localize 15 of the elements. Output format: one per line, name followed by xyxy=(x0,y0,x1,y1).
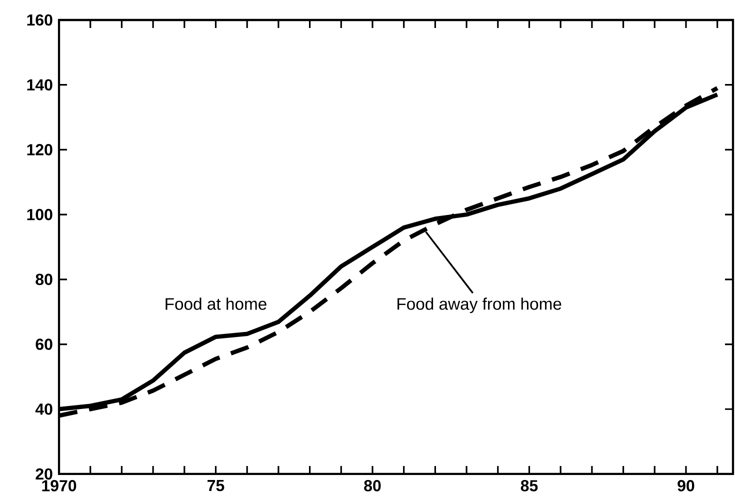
x-tick-label: 1970 xyxy=(42,480,76,492)
x-tick-label: 80 xyxy=(364,480,381,492)
y-tick-label: 160 xyxy=(27,14,52,26)
text: Food away from home xyxy=(398,298,562,314)
y-tick-label: 40 xyxy=(35,403,52,415)
y-tick-label: 100 xyxy=(27,208,52,220)
series-label: Food at home xyxy=(166,298,266,310)
y-tick-label: 80 xyxy=(36,274,52,286)
x-tick-label: 85 xyxy=(520,480,538,492)
x-tick-label: 90 xyxy=(678,480,694,492)
y-tick-label: 20 xyxy=(36,468,52,480)
x-tick-label: 75 xyxy=(208,480,224,492)
y-tick-label: 120 xyxy=(27,144,52,156)
y-tick-label: 140 xyxy=(27,79,52,91)
y-tick-label: 60 xyxy=(36,338,52,350)
